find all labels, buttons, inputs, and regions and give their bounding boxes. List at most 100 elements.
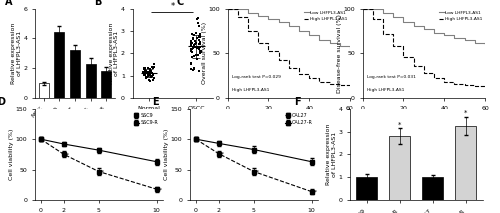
Point [148, 75, 156, 78]
High LHFPL3-AS1 [441, 81, 447, 83]
X-axis label: Time (month): Time (month) [268, 112, 310, 117]
Low LHFPL3-AS1 [380, 12, 386, 14]
Point [194, 54, 202, 57]
Point [146, 72, 154, 76]
High LHFPL3-AS1 [431, 77, 437, 80]
Point [196, 35, 204, 39]
Point [188, 47, 196, 51]
Point [146, 80, 154, 83]
Point [150, 78, 158, 81]
Point [144, 72, 152, 75]
Bar [86, 64, 96, 98]
Point [188, 47, 196, 51]
Point [149, 66, 157, 69]
Low LHFPL3-AS1 [286, 25, 292, 28]
Low LHFPL3-AS1 [360, 7, 366, 10]
Point [196, 32, 203, 35]
High LHFPL3-AS1 [452, 82, 458, 85]
Point [141, 73, 149, 76]
Y-axis label: Cell viability (%): Cell viability (%) [164, 129, 170, 180]
Low LHFPL3-AS1 [296, 30, 302, 32]
Point [146, 76, 154, 79]
Point [191, 39, 199, 43]
High LHFPL3-AS1 [266, 50, 272, 53]
Text: *: * [100, 170, 103, 175]
Point [195, 70, 203, 73]
Bar [54, 32, 64, 98]
Point [186, 43, 194, 47]
High LHFPL3-AS1 [400, 56, 406, 58]
Point [150, 66, 158, 69]
Bar [38, 83, 49, 98]
Point [142, 75, 150, 79]
Low LHFPL3-AS1 [431, 31, 437, 34]
Point [195, 34, 203, 37]
Low LHFPL3-AS1 [245, 12, 251, 14]
High LHFPL3-AS1 [337, 84, 343, 87]
Point [190, 45, 198, 49]
Legend: Low LHFPL3-AS1, High LHFPL3-AS1: Low LHFPL3-AS1, High LHFPL3-AS1 [304, 11, 348, 21]
Point [190, 46, 198, 50]
Point [192, 32, 200, 35]
Y-axis label: Cell viability (%): Cell viability (%) [10, 129, 14, 180]
Point [142, 75, 150, 78]
Point [142, 71, 150, 74]
Y-axis label: Relative expression
of LHFPL3-AS1: Relative expression of LHFPL3-AS1 [11, 23, 22, 84]
Point [188, 33, 196, 36]
Point [141, 70, 149, 73]
Low LHFPL3-AS1 [266, 18, 272, 20]
Point [148, 65, 156, 68]
Text: *: * [314, 190, 316, 195]
Point [188, 56, 196, 59]
Text: *: * [66, 153, 69, 158]
Point [192, 41, 200, 45]
Point [190, 33, 198, 37]
Point [146, 67, 154, 71]
Point [186, 49, 194, 52]
Point [196, 49, 204, 53]
Y-axis label: Relative expression
of LHFPL3-AS1: Relative expression of LHFPL3-AS1 [326, 124, 337, 185]
Point [190, 68, 198, 71]
Low LHFPL3-AS1 [255, 14, 261, 17]
Point [140, 73, 147, 76]
Point [146, 70, 154, 73]
Point [140, 73, 148, 77]
X-axis label: Time (month): Time (month) [402, 112, 445, 117]
Legend: Low LHFPL3-AS1, High LHFPL3-AS1: Low LHFPL3-AS1, High LHFPL3-AS1 [439, 11, 483, 21]
Point [147, 71, 155, 75]
Point [195, 35, 203, 39]
Point [192, 46, 200, 49]
Point [150, 62, 158, 65]
Point [196, 40, 204, 44]
Point [191, 45, 199, 49]
High LHFPL3-AS1 [410, 65, 416, 67]
Point [140, 71, 148, 74]
Low LHFPL3-AS1 [347, 47, 353, 50]
Bar [101, 71, 112, 98]
High LHFPL3-AS1 [370, 18, 376, 20]
Point [196, 46, 203, 49]
High LHFPL3-AS1 [421, 72, 427, 74]
Point [193, 57, 201, 60]
Point [140, 67, 148, 70]
Low LHFPL3-AS1 [276, 21, 281, 23]
Point [188, 41, 196, 45]
Point [146, 73, 154, 76]
Point [148, 73, 156, 76]
Point [192, 53, 200, 56]
Low LHFPL3-AS1 [441, 34, 447, 37]
Text: *: * [158, 187, 162, 192]
High LHFPL3-AS1 [276, 59, 281, 62]
Bar [389, 136, 410, 200]
Point [188, 42, 196, 45]
Low LHFPL3-AS1 [482, 43, 488, 46]
Text: *: * [256, 170, 258, 175]
Low LHFPL3-AS1 [234, 7, 240, 10]
Point [140, 71, 147, 74]
High LHFPL3-AS1 [234, 16, 240, 19]
Line: Low LHFPL3-AS1: Low LHFPL3-AS1 [228, 9, 350, 49]
Point [196, 42, 204, 46]
Y-axis label: Disease-free survival (%): Disease-free survival (%) [337, 14, 342, 93]
High LHFPL3-AS1 [390, 45, 396, 47]
Point [194, 16, 202, 20]
